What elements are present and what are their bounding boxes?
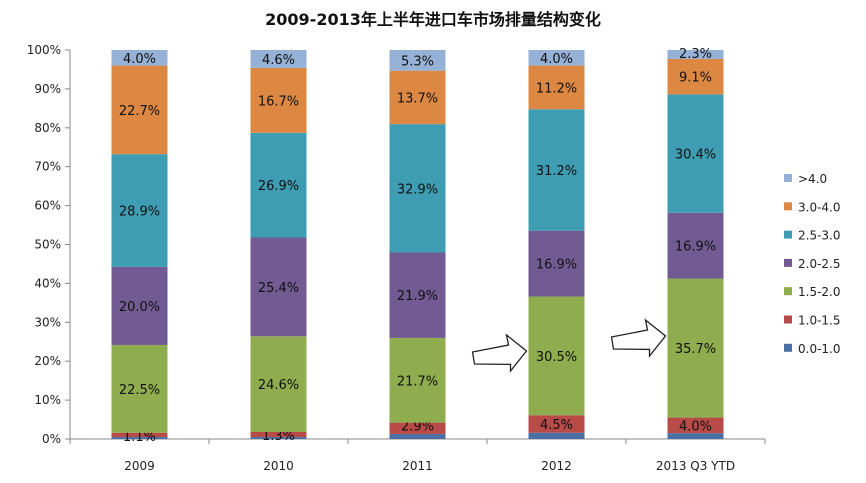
- y-tick-label: 30%: [34, 315, 61, 329]
- data-label: 31.2%: [536, 164, 577, 179]
- bar-segment-2-0-2-5: [528, 230, 585, 297]
- bar-segment-4-0: [389, 50, 446, 71]
- bar-segment-2-5-3-0: [250, 132, 307, 238]
- bar-segment-2-0-2-5: [111, 266, 168, 345]
- bar-segment-2-5-3-0: [389, 124, 446, 253]
- y-tick-label: 40%: [34, 276, 61, 290]
- chart-title: 2009-2013年上半年进口车市场排量结构变化: [265, 10, 601, 29]
- data-label: 20.0%: [119, 300, 160, 315]
- bar-segment-1-5-2-0: [389, 337, 446, 423]
- y-tick-label: 20%: [34, 354, 61, 368]
- bar-segment-1-0-1-5: [389, 422, 446, 434]
- bar-segment-2-5-3-0: [528, 109, 585, 231]
- x-category-label: 2010: [263, 459, 294, 473]
- data-label: 4.5%: [540, 418, 573, 433]
- legend-label: 2.5-3.0: [798, 229, 841, 243]
- x-category-label: 2011: [402, 459, 433, 473]
- legend-label: 1.5-2.0: [798, 285, 841, 299]
- arrow-annotation: [610, 318, 667, 358]
- bar-segment-0-0-1-0: [667, 433, 724, 439]
- bar-segment-1-0-1-5: [250, 431, 307, 438]
- data-label: 16.7%: [258, 94, 299, 109]
- legend-label: 3.0-4.0: [798, 200, 841, 214]
- legend-swatch: [784, 230, 792, 239]
- y-tick-label: 90%: [34, 82, 61, 96]
- bar-segment-2-5-3-0: [111, 154, 168, 267]
- y-tick-label: 80%: [34, 121, 61, 135]
- data-label: 4.0%: [679, 419, 712, 434]
- data-label: 4.0%: [123, 52, 156, 67]
- data-label: 30.5%: [536, 350, 577, 365]
- legend-label: 1.0-1.5: [798, 314, 841, 328]
- bar-segment-1-0-1-5: [528, 415, 585, 433]
- bar-segment-1-5-2-0: [250, 336, 307, 432]
- data-label: 30.4%: [675, 148, 716, 163]
- data-label: 32.9%: [397, 182, 438, 197]
- data-label: 1.1%: [123, 430, 156, 445]
- bar-segment-0-0-1-0: [528, 432, 585, 439]
- y-tick-label: 10%: [34, 393, 61, 407]
- legend-swatch: [784, 343, 792, 352]
- data-label: 21.7%: [397, 374, 438, 389]
- data-label: 4.0%: [540, 52, 573, 67]
- bar-segment-4-0: [528, 50, 585, 66]
- data-label: 26.9%: [258, 179, 299, 194]
- x-category-label: 2013 Q3 YTD: [656, 459, 735, 473]
- data-label: 9.1%: [679, 71, 712, 86]
- bar-segment-4-0: [111, 50, 168, 66]
- y-tick-label: 70%: [34, 160, 61, 174]
- bar-segment-3-0-4-0: [250, 67, 307, 133]
- data-label: 22.7%: [119, 104, 160, 119]
- bar-segment-2-5-3-0: [667, 94, 724, 213]
- y-tick-label: 60%: [34, 199, 61, 213]
- bar-segment-1-5-2-0: [111, 344, 168, 433]
- legend-swatch: [784, 287, 792, 296]
- x-category-label: 2012: [541, 459, 572, 473]
- bar-segment-4-0: [250, 50, 307, 68]
- data-label: 1.3%: [262, 429, 295, 444]
- bar-segment-2-0-2-5: [389, 252, 446, 338]
- legend-label: 2.0-2.5: [798, 257, 841, 271]
- bar-segment-1-5-2-0: [528, 296, 585, 416]
- y-tick-label: 0%: [42, 432, 61, 446]
- data-label: 35.7%: [675, 342, 716, 357]
- data-label: 28.9%: [119, 205, 160, 220]
- bar-segment-3-0-4-0: [667, 58, 724, 95]
- bar-segment-1-0-1-5: [667, 417, 724, 434]
- bar-segment-3-0-4-0: [528, 65, 585, 110]
- bar-segment-1-5-2-0: [667, 278, 724, 418]
- y-tick-label: 100%: [27, 43, 61, 57]
- data-label: 2.3%: [679, 47, 712, 62]
- bar-segment-3-0-4-0: [111, 65, 168, 155]
- bar-segment-4-0: [667, 50, 724, 59]
- legend-swatch: [784, 202, 792, 211]
- data-label: 11.2%: [536, 81, 577, 96]
- bar-segment-3-0-4-0: [389, 70, 446, 125]
- data-label: 5.3%: [401, 54, 434, 69]
- data-label: 21.9%: [397, 289, 438, 304]
- data-label: 24.6%: [258, 378, 299, 393]
- data-label: 22.5%: [119, 383, 160, 398]
- data-label: 2.9%: [401, 420, 434, 435]
- data-label: 13.7%: [397, 91, 438, 106]
- legend-swatch: [784, 315, 792, 324]
- arrow-annotation: [471, 333, 528, 373]
- data-label: 4.6%: [262, 53, 295, 68]
- bar-segment-2-0-2-5: [667, 212, 724, 279]
- bar-segment-0-0-1-0: [111, 437, 168, 439]
- data-label: 16.9%: [536, 258, 577, 273]
- y-tick-label: 50%: [34, 238, 61, 252]
- legend-label: >4.0: [798, 172, 827, 186]
- bar-segment-0-0-1-0: [389, 433, 446, 439]
- legend-swatch: [784, 258, 792, 267]
- legend-label: 0.0-1.0: [798, 342, 841, 356]
- data-label: 25.4%: [258, 281, 299, 296]
- x-category-label: 2009: [124, 459, 155, 473]
- bar-segment-1-0-1-5: [111, 432, 168, 438]
- bar-segment-2-0-2-5: [250, 237, 307, 337]
- bar-segment-0-0-1-0: [250, 437, 307, 439]
- data-label: 16.9%: [675, 240, 716, 255]
- legend-swatch: [784, 174, 792, 182]
